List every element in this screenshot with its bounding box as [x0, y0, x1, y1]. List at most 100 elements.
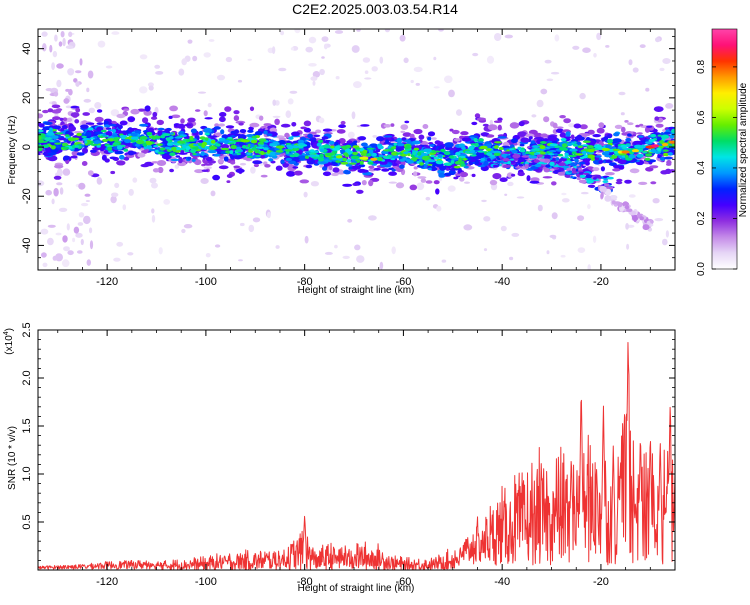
heatmap-cell: [74, 145, 80, 148]
heatmap-cell: [392, 165, 397, 169]
heatmap-cell: [347, 131, 355, 139]
heatmap-cell: [81, 120, 88, 126]
heatmap-cell: [585, 174, 593, 179]
heatmap-cell: [557, 171, 566, 176]
heatmap-cell: [214, 244, 221, 248]
heatmap-cell: [548, 150, 557, 153]
heatmap-cell: [291, 131, 300, 137]
heatmap-cell: [609, 195, 618, 200]
heatmap-cell: [156, 119, 164, 126]
heatmap-cell: [116, 241, 124, 247]
heatmap-cell: [290, 47, 294, 51]
heatmap-cell: [361, 180, 367, 186]
heatmap-cell: [557, 153, 564, 157]
spectrogram-y-axis: -40 -20 0 20 40: [21, 35, 675, 259]
heatmap-cell: [602, 180, 609, 184]
heatmap-cell: [607, 134, 613, 139]
heatmap-cell: [82, 112, 90, 116]
heatmap-cell: [169, 132, 174, 135]
heatmap-cell: [551, 181, 557, 186]
heatmap-cell: [377, 157, 383, 162]
heatmap-cell: [418, 134, 425, 140]
heatmap-cell: [304, 155, 310, 159]
heatmap-cell: [344, 170, 351, 175]
heatmap-cell: [399, 164, 405, 169]
heatmap-cell: [476, 141, 485, 144]
heatmap-cell: [220, 144, 230, 149]
heatmap-cell: [575, 153, 584, 156]
heatmap-cell: [278, 67, 287, 72]
heatmap-cell: [506, 172, 514, 178]
heatmap-cell: [596, 127, 605, 134]
heatmap-cell: [338, 124, 346, 129]
heatmap-cell: [197, 91, 207, 94]
heatmap-cell: [96, 145, 101, 148]
heatmap-cell: [469, 154, 477, 157]
heatmap-cell: [94, 102, 102, 109]
snr-y-multiplier: (x104): [3, 328, 15, 355]
heatmap-cell: [577, 145, 583, 148]
heatmap-cell: [566, 142, 573, 147]
heatmap-cell: [272, 115, 281, 118]
heatmap-cell: [639, 123, 644, 127]
heatmap-cell: [322, 166, 328, 171]
heatmap-cell: [62, 146, 70, 150]
heatmap-cell: [46, 132, 55, 136]
spectrogram-y-axis-label: Frequency (Hz): [7, 116, 18, 185]
heatmap-cell: [225, 150, 232, 154]
heatmap-cell: [388, 181, 397, 184]
heatmap-cell: [366, 153, 372, 157]
heatmap-cell: [515, 166, 523, 169]
heatmap-cell: [642, 224, 650, 231]
heatmap-cell: [216, 74, 226, 81]
heatmap-cell: [157, 151, 165, 155]
heatmap-cell: [308, 63, 317, 67]
heatmap-cell: [373, 167, 382, 171]
heatmap-cell: [353, 81, 362, 89]
snr-y-axis-label: SNR (10 * v/v): [7, 426, 18, 490]
heatmap-cell: [624, 120, 629, 123]
heatmap-cell: [155, 71, 164, 75]
heatmap-cell: [361, 142, 368, 147]
heatmap-cell: [103, 124, 111, 128]
heatmap-cell: [109, 123, 117, 127]
heatmap-cell: [114, 182, 120, 189]
heatmap-cell: [417, 151, 422, 156]
heatmap-cell: [274, 152, 281, 155]
heatmap-cell: [624, 179, 632, 184]
heatmap-cell: [407, 159, 414, 164]
heatmap-cell: [177, 140, 186, 144]
heatmap-cell: [497, 136, 508, 139]
heatmap-cell: [474, 113, 481, 119]
heatmap-cell: [187, 39, 193, 44]
heatmap-cell: [58, 137, 67, 141]
heatmap-cell: [536, 154, 543, 158]
heatmap-cell: [648, 138, 655, 143]
heatmap-cell: [555, 157, 560, 161]
heatmap-cell: [191, 158, 196, 162]
heatmap-cell: [559, 115, 566, 119]
heatmap-cell: [331, 172, 339, 177]
snr-y-multiplier-close: ): [4, 328, 15, 331]
heatmap-cell: [572, 45, 580, 50]
heatmap-cell: [100, 129, 107, 133]
heatmap-cell: [481, 132, 489, 137]
heatmap-cell: [258, 138, 267, 143]
heatmap-cell: [280, 30, 285, 36]
heatmap-cell: [443, 172, 452, 176]
heatmap-cell: [521, 155, 530, 158]
heatmap-cell: [287, 98, 294, 105]
heatmap-cell: [582, 158, 590, 163]
heatmap-cell: [569, 148, 578, 152]
heatmap-cell: [519, 149, 526, 153]
heatmap-cell: [97, 40, 106, 48]
heatmap-cell: [312, 80, 316, 86]
heatmap-cell: [192, 153, 197, 155]
heatmap-cell: [77, 222, 84, 226]
heatmap-cell: [504, 151, 513, 154]
heatmap-cell: [617, 202, 623, 208]
heatmap-cell: [171, 114, 181, 119]
heatmap-cell: [61, 259, 70, 268]
heatmap-cell: [280, 123, 291, 128]
heatmap-cell: [207, 102, 212, 108]
